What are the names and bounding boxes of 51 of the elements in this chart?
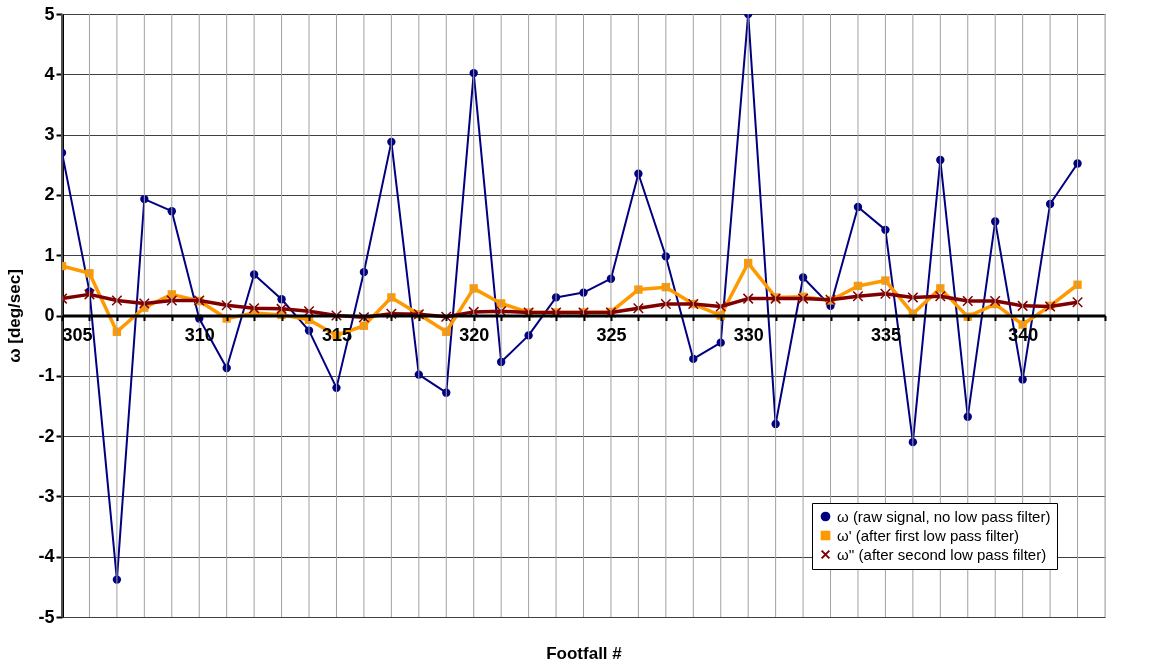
legend-label: ω'' (after second low pass filter) bbox=[837, 545, 1047, 563]
point bbox=[1073, 280, 1082, 289]
point bbox=[469, 284, 478, 293]
point bbox=[660, 298, 672, 310]
y-tick-label: 5 bbox=[44, 3, 55, 24]
point bbox=[166, 294, 178, 306]
point bbox=[1017, 300, 1029, 312]
point bbox=[879, 288, 891, 300]
point bbox=[221, 299, 233, 311]
point bbox=[881, 276, 890, 285]
point bbox=[138, 297, 150, 309]
y-tick-label: -3 bbox=[38, 485, 55, 506]
point bbox=[742, 293, 754, 305]
point bbox=[330, 310, 342, 321]
y-tick-label: -2 bbox=[38, 425, 55, 446]
point bbox=[276, 303, 288, 315]
point bbox=[1072, 296, 1084, 308]
point bbox=[852, 290, 864, 302]
point bbox=[468, 306, 480, 318]
x-tick-label: 330 bbox=[733, 325, 764, 345]
point bbox=[907, 291, 919, 303]
y-tick-label: 4 bbox=[44, 63, 55, 84]
x-tick-label: 305 bbox=[62, 325, 93, 345]
y-tick-label: -5 bbox=[38, 606, 55, 627]
point bbox=[85, 269, 94, 278]
point bbox=[989, 295, 1001, 307]
point bbox=[440, 311, 452, 323]
point bbox=[385, 308, 397, 320]
y-tick-label: 0 bbox=[44, 305, 55, 325]
x-axis-title: Footfall # bbox=[546, 643, 623, 662]
y-tick-label: 1 bbox=[44, 244, 55, 265]
y-tick-label: 3 bbox=[44, 124, 55, 145]
point bbox=[962, 295, 974, 307]
point bbox=[715, 300, 727, 312]
y-tick-label: 2 bbox=[44, 184, 55, 205]
point bbox=[797, 293, 809, 305]
point bbox=[248, 302, 260, 314]
point bbox=[111, 294, 123, 306]
point bbox=[934, 290, 946, 302]
y-tick-label: -4 bbox=[38, 546, 55, 567]
legend-label: ω' (after first low pass filter) bbox=[837, 526, 1020, 544]
point bbox=[634, 285, 643, 294]
point bbox=[83, 288, 95, 300]
point bbox=[632, 302, 644, 314]
x-tick-label: 325 bbox=[596, 325, 627, 345]
y-axis-title: ω [deg/sec] bbox=[5, 269, 25, 363]
y-tick-label: -1 bbox=[38, 365, 55, 386]
x-tick-label: 320 bbox=[459, 325, 490, 345]
legend-label: ω (raw signal, no low pass filter) bbox=[837, 507, 1051, 525]
point bbox=[387, 293, 396, 302]
point bbox=[358, 311, 370, 323]
